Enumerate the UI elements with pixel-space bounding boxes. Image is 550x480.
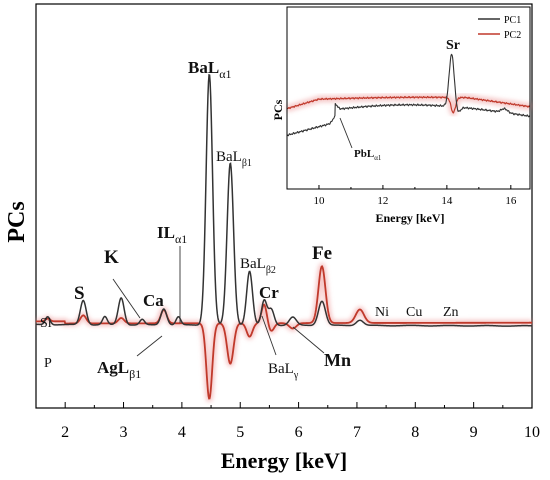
main-label-balb2: BaLβ2 (240, 256, 276, 276)
main-label-k: K (104, 247, 119, 268)
pc2-line (36, 264, 532, 400)
main-y-axis-label: PCs (4, 201, 30, 242)
inset-label-sr: Sr (446, 38, 460, 53)
main-x-tick-label: 5 (236, 424, 244, 441)
main-leader-balg (261, 315, 277, 356)
main-x-tick-label: 10 (524, 424, 540, 441)
pc2-glow (36, 261, 532, 402)
main-x-tick-label: 4 (178, 424, 186, 441)
main-x-tick-label: 6 (295, 424, 303, 441)
inset-series (285, 53, 533, 137)
main-label-ca: Ca (143, 291, 164, 310)
inset-leader-pb (339, 117, 353, 149)
main-label-mn: Mn (324, 350, 351, 370)
main-x-tick-label: 7 (353, 424, 361, 441)
main-label-balg: BaLγ (268, 361, 299, 381)
main-leader-k (112, 278, 141, 319)
main-label-i: ILα1 (157, 223, 187, 246)
inset-x-tick-label: 14 (441, 195, 453, 207)
main-label-bala1: BaLα1 (188, 58, 231, 81)
inset-label-pb: PbLα1 (354, 148, 382, 162)
main-peak-labels: Si P SK AgLβ1 Ca ILα1 BaLα1 BaLβ1 BaLβ2 Cr Fe BaLγ M… (40, 58, 459, 381)
main-label-s: S (74, 283, 85, 304)
main-x-axis-label: Energy [keV] (221, 448, 347, 473)
inset-x-axis-label: Energy [keV] (376, 211, 445, 225)
main-x-tick-label: 8 (411, 424, 419, 441)
main-label-zn: Zn (443, 305, 459, 320)
main-label-ni: Ni (375, 305, 389, 320)
main-x-tick-label: 3 (120, 424, 128, 441)
inset-peak-labels: Sr PbLα1 (339, 38, 460, 162)
inset-plot-frame (286, 6, 531, 190)
main-label-cr: Cr (259, 283, 279, 302)
legend-label-pc1: PC1 (504, 15, 521, 26)
legend-label-pc2: PC2 (504, 30, 521, 41)
main-label-fe: Fe (312, 243, 332, 264)
inset-x-tick-label: 10 (313, 195, 325, 207)
inset-pc2-line (286, 95, 531, 114)
main-series (35, 73, 533, 402)
inset-x-ticks: 10 12 14 16 (286, 185, 517, 207)
main-x-ticks: 2 3 4 5 6 7 8 9 10 (35, 402, 540, 441)
main-label-si: Si (40, 316, 52, 331)
pc1-line (35, 73, 533, 327)
inset-x-tick-label: 16 (505, 195, 517, 207)
main-x-tick-label: 2 (61, 424, 69, 441)
inset-pc1-line (286, 53, 531, 137)
main-label-p: P (44, 356, 52, 371)
main-leader-ag (136, 335, 163, 357)
main-label-ag: AgLβ1 (97, 358, 141, 381)
main-label-cu: Cu (406, 305, 422, 320)
main-plot-frame (35, 3, 533, 409)
inset-y-axis-label: PCs (271, 99, 285, 120)
main-leader-mn (292, 326, 325, 354)
main-label-balb1: BaLβ1 (216, 149, 252, 169)
inset-x-tick-label: 12 (377, 195, 388, 207)
main-x-tick-label: 9 (470, 424, 478, 441)
